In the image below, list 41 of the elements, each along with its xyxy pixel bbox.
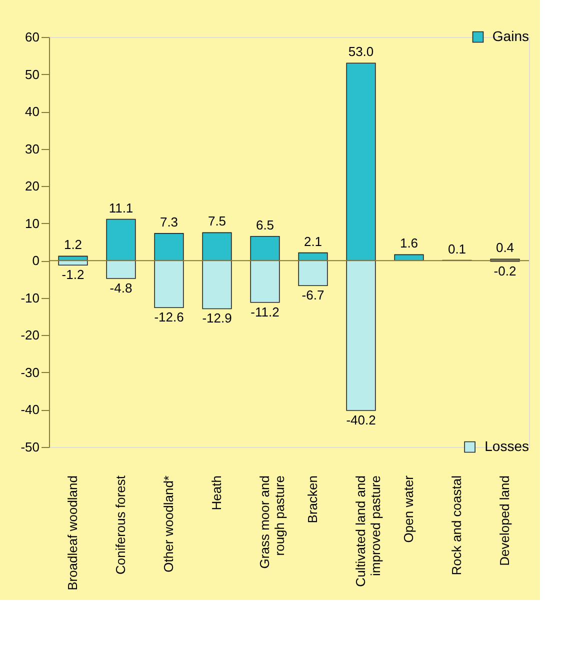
y-tick-label: -50 (20, 440, 40, 454)
y-tick-label: 30 (25, 141, 40, 156)
data-label: -11.2 (250, 304, 280, 320)
data-label: 2.1 (304, 234, 322, 249)
data-label: -1.2 (62, 267, 84, 282)
legend-label: Gains (492, 28, 529, 44)
x-tick-label: Open water (401, 474, 416, 543)
data-label: 0.1 (448, 241, 466, 256)
data-label: -6.7 (302, 288, 324, 303)
data-label: 7.3 (160, 214, 178, 230)
x-tick-label: Broadleaf woodland (65, 476, 80, 590)
data-label: -12.6 (154, 310, 184, 325)
data-label: 1.2 (64, 237, 82, 252)
data-label: 7.5 (208, 214, 226, 229)
data-label: 53.0 (348, 44, 374, 60)
y-tick-label: -30 (20, 364, 40, 380)
x-tick-label: Other woodland* (161, 476, 176, 572)
y-tick-label: 50 (25, 66, 40, 82)
y-tick-label: 40 (25, 104, 40, 120)
y-tick-label: 60 (25, 30, 40, 44)
x-tick-label: Heath (209, 476, 224, 510)
data-label: -4.8 (110, 280, 132, 296)
data-label: -0.2 (494, 263, 516, 278)
y-tick-label: -20 (20, 328, 40, 343)
data-label: -40.2 (346, 412, 376, 428)
x-tick-label: Bracken (305, 476, 320, 524)
y-tick-label: 20 (25, 178, 40, 194)
x-tick-label: Grass moor and rough pasture (257, 476, 287, 569)
data-label: -12.9 (202, 310, 232, 326)
data-label: 11.1 (108, 200, 134, 216)
y-tick-label: 0 (32, 253, 40, 268)
x-tick-label: Developed land (497, 476, 512, 566)
x-tick-label: Coniferous forest (113, 475, 128, 574)
y-tick-label: 10 (25, 216, 40, 231)
y-tick-label: -40 (20, 402, 40, 418)
y-tick-label: -10 (20, 290, 40, 306)
data-label: 0.4 (496, 240, 514, 256)
x-tick-label: Rock and coastal (449, 475, 464, 576)
legend-label: Losses (484, 438, 529, 454)
data-label: 1.6 (400, 236, 418, 251)
data-label: 6.5 (256, 217, 274, 232)
